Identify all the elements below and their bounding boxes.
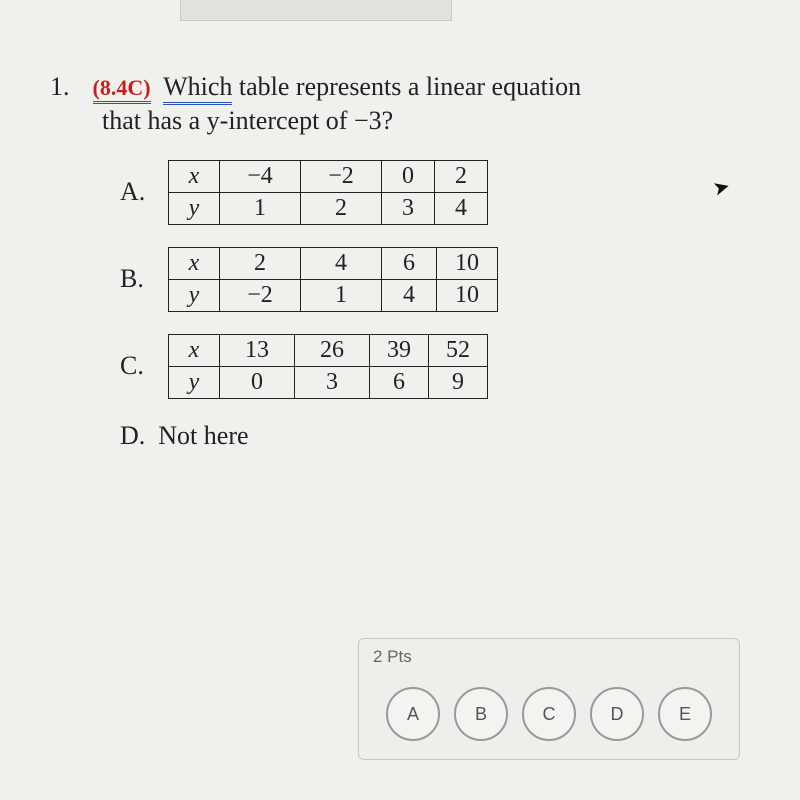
cell: 1 (301, 279, 382, 311)
cell: 2 (301, 192, 382, 224)
answer-panel: 2 Pts A B C D E (358, 638, 740, 760)
which-word: Which (163, 72, 232, 105)
top-element-shadow (180, 0, 452, 21)
y-header: y (169, 366, 220, 398)
cell: 9 (429, 366, 488, 398)
choice-label-D: D. (120, 421, 145, 450)
cell: −4 (220, 160, 301, 192)
choice-D-text: Not here (158, 421, 248, 450)
cell: 39 (370, 334, 429, 366)
cell: 3 (295, 366, 370, 398)
choice-D: D. Not here (120, 421, 760, 451)
answer-bubbles: A B C D E (359, 687, 739, 741)
page: 1. (8.4C) Which table represents a linea… (0, 0, 800, 800)
choice-label-A: A. (120, 177, 168, 207)
bubble-C[interactable]: C (522, 687, 576, 741)
choice-label-B: B. (120, 264, 168, 294)
cell: 2 (435, 160, 488, 192)
cell: 26 (295, 334, 370, 366)
cell: 4 (435, 192, 488, 224)
table-row: x 13 26 39 52 (169, 334, 488, 366)
cell: 6 (370, 366, 429, 398)
choice-label-C: C. (120, 351, 168, 381)
table-A: x −4 −2 0 2 y 1 2 3 4 (168, 160, 488, 225)
cell: 0 (382, 160, 435, 192)
cell: −2 (301, 160, 382, 192)
cell: 4 (382, 279, 437, 311)
bubble-A[interactable]: A (386, 687, 440, 741)
q-line2: that has a y-intercept of −3? (50, 106, 393, 135)
bubble-B[interactable]: B (454, 687, 508, 741)
choice-A: A. x −4 −2 0 2 y 1 2 3 4 (120, 160, 760, 225)
cell: 52 (429, 334, 488, 366)
q-rest-line1: table represents a linear equation (232, 72, 581, 101)
cell: 1 (220, 192, 301, 224)
table-row: y 0 3 6 9 (169, 366, 488, 398)
x-header: x (169, 160, 220, 192)
table-row: x 2 4 6 10 (169, 247, 498, 279)
y-header: y (169, 279, 220, 311)
bubble-D[interactable]: D (590, 687, 644, 741)
table-row: y −2 1 4 10 (169, 279, 498, 311)
standards-code: (8.4C) (93, 75, 151, 104)
cell: 2 (220, 247, 301, 279)
table-C: x 13 26 39 52 y 0 3 6 9 (168, 334, 488, 399)
y-header: y (169, 192, 220, 224)
cell: −2 (220, 279, 301, 311)
cell: 10 (437, 247, 498, 279)
cell: 13 (220, 334, 295, 366)
cell: 10 (437, 279, 498, 311)
x-header: x (169, 334, 220, 366)
points-label: 2 Pts (373, 647, 412, 667)
choice-B: B. x 2 4 6 10 y −2 1 4 10 (120, 247, 760, 312)
choice-C: C. x 13 26 39 52 y 0 3 6 9 (120, 334, 760, 399)
table-row: y 1 2 3 4 (169, 192, 488, 224)
table-row: x −4 −2 0 2 (169, 160, 488, 192)
bubble-E[interactable]: E (658, 687, 712, 741)
cell: 3 (382, 192, 435, 224)
question-number: 1. (50, 70, 86, 104)
table-B: x 2 4 6 10 y −2 1 4 10 (168, 247, 498, 312)
x-header: x (169, 247, 220, 279)
cell: 4 (301, 247, 382, 279)
cell: 0 (220, 366, 295, 398)
question-text: 1. (8.4C) Which table represents a linea… (50, 70, 760, 138)
cell: 6 (382, 247, 437, 279)
